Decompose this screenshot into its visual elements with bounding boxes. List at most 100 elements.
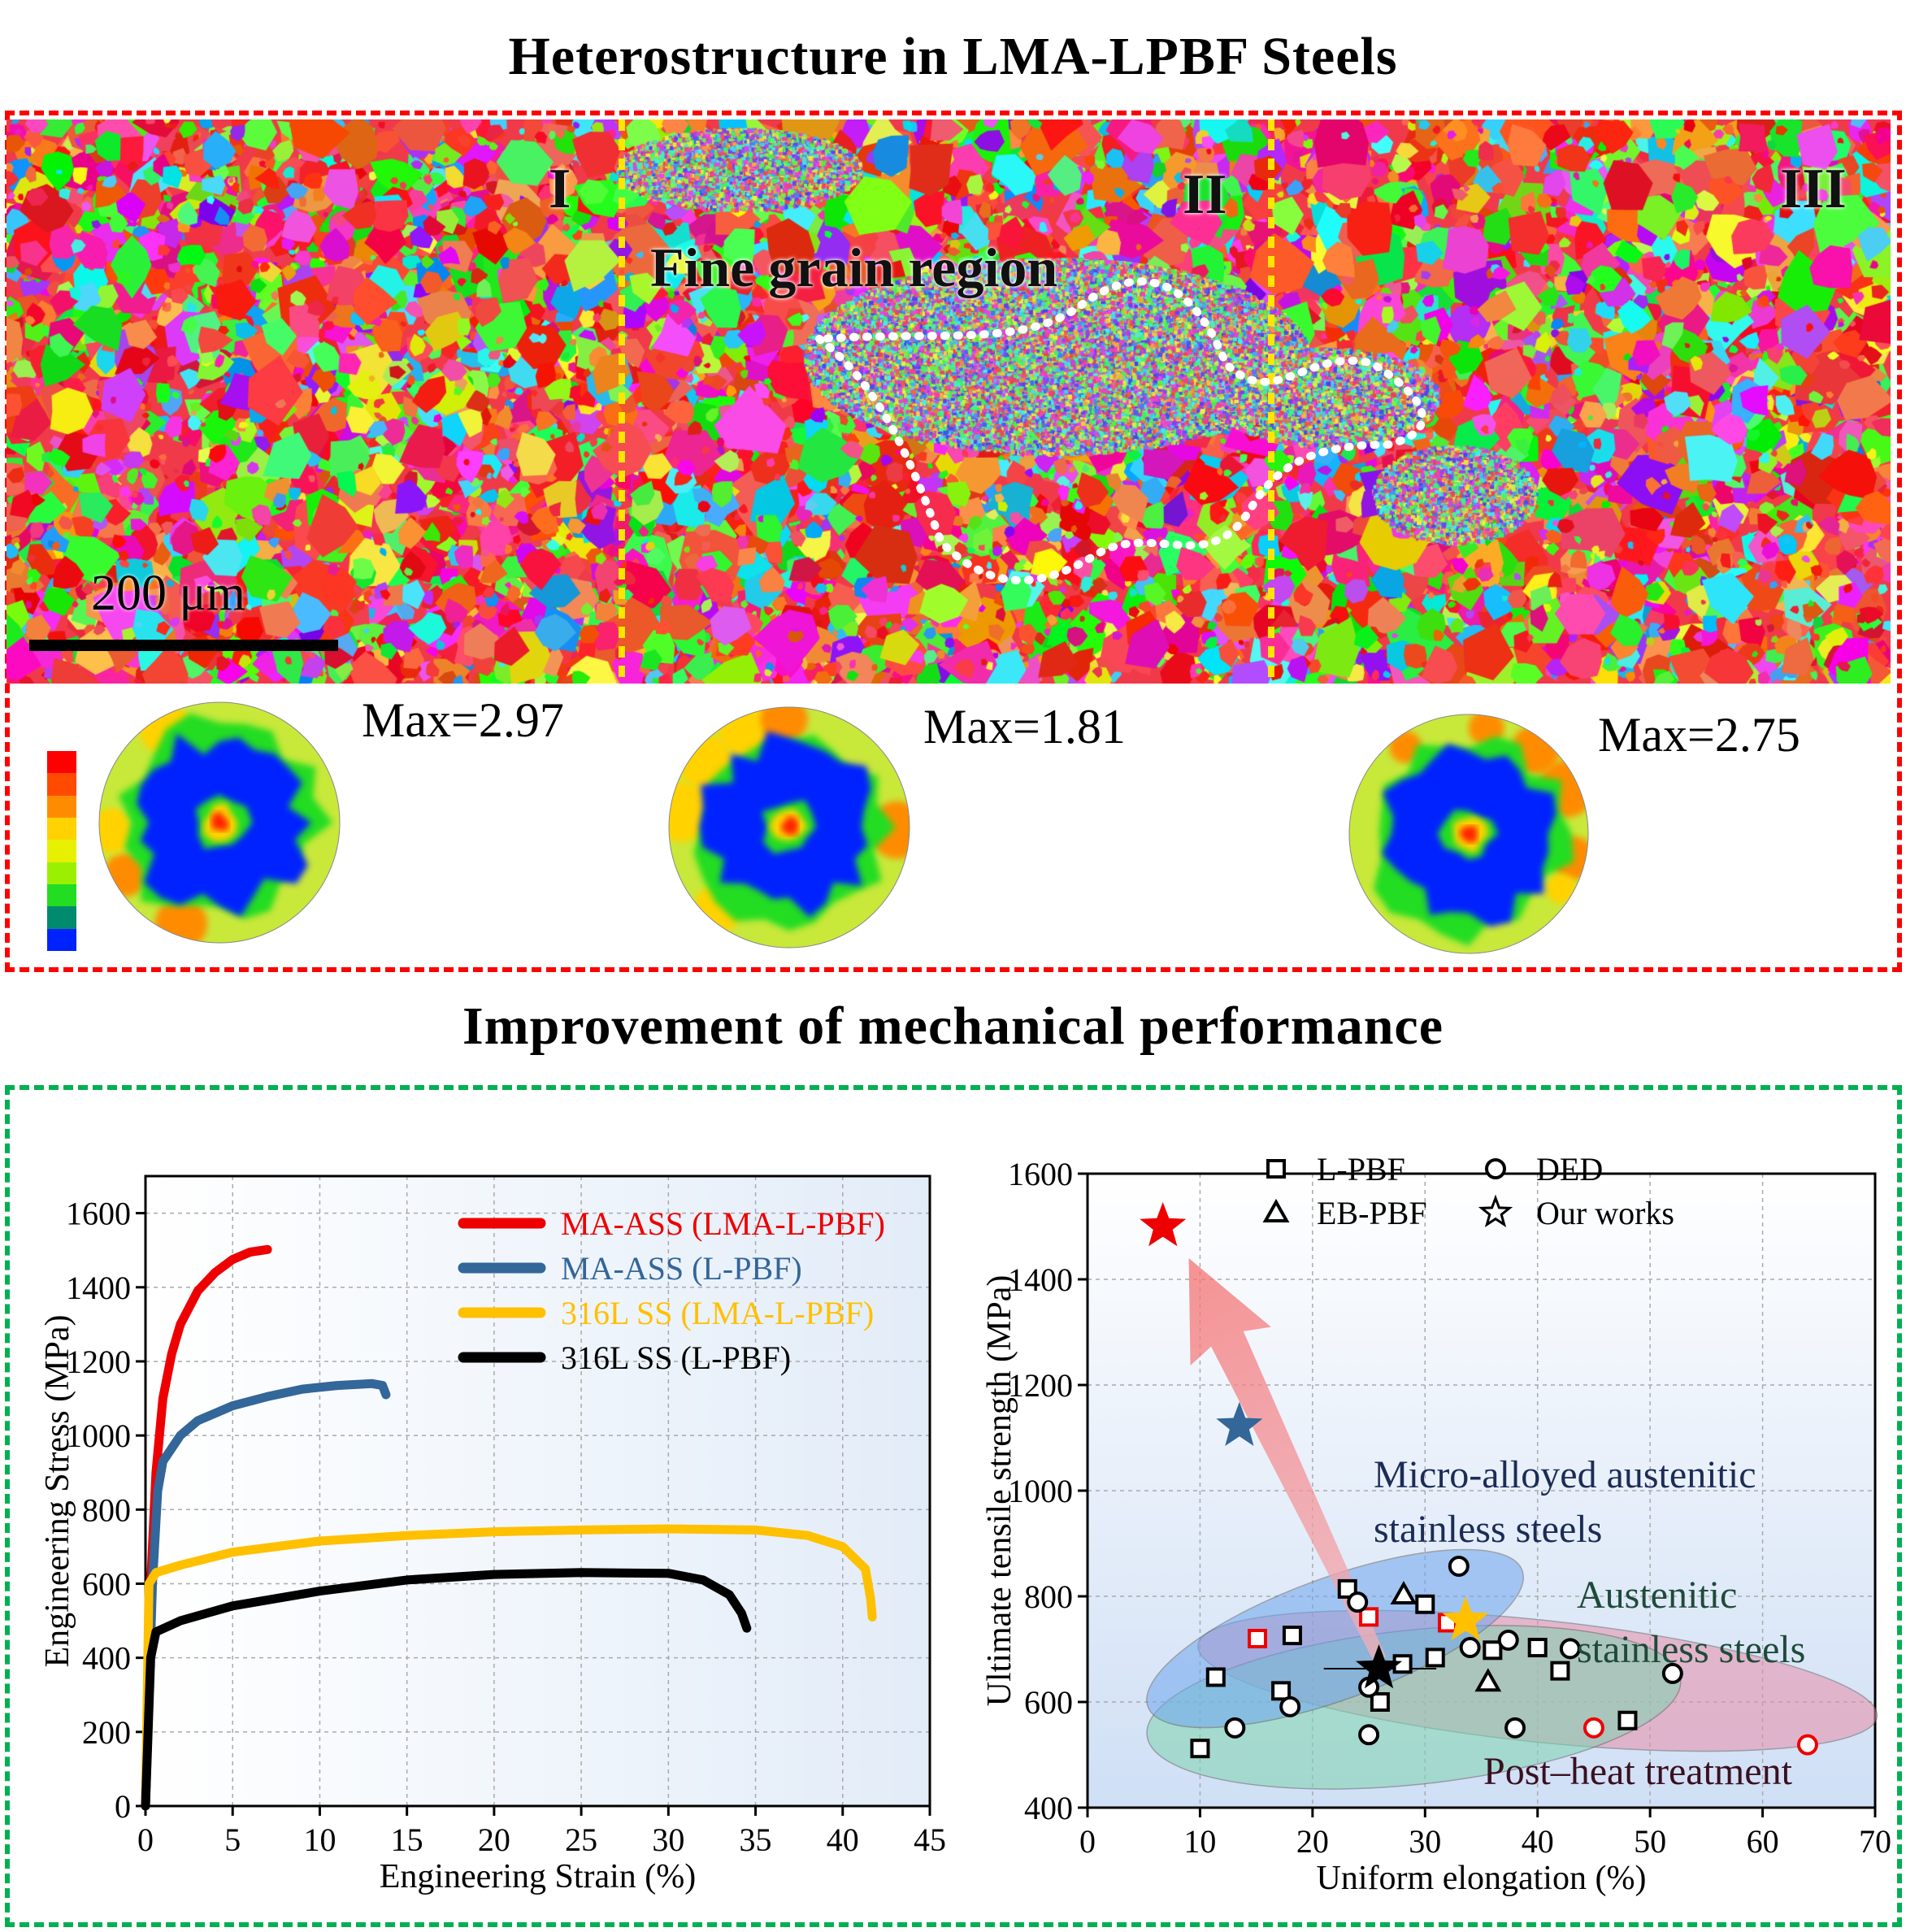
pole-outline (668, 706, 910, 949)
y-tick-label: 1400 (66, 1270, 131, 1306)
pole-figure-2 (668, 706, 910, 949)
data-point-circle (1224, 1717, 1246, 1739)
pole-center-red (211, 811, 229, 831)
x-axis-label: Engineering Strain (%) (380, 1858, 697, 1895)
plot-frame (1086, 1172, 1877, 1809)
x-tick-label: 60 (1747, 1823, 1779, 1860)
data-point-circle (1448, 1555, 1470, 1577)
plot-background (145, 1176, 930, 1806)
legend-label-circle: DED (1536, 1151, 1603, 1187)
improvement-arrow (1188, 1257, 1387, 1663)
y-tick-label: 600 (1024, 1684, 1073, 1721)
data-point-square (1550, 1661, 1570, 1681)
legend-label-0: MA-ASS (LMA-L-PBF) (561, 1205, 885, 1242)
data-point-square (1282, 1626, 1302, 1646)
region-label-austenitic-1: Austenitic (1577, 1574, 1737, 1617)
x-tick-label: 40 (827, 1821, 859, 1858)
pole-center-red (780, 815, 799, 836)
data-point-square (1527, 1638, 1548, 1658)
pole-max-2: Max=1.81 (923, 700, 1126, 753)
data-point-square (1617, 1710, 1638, 1730)
arrow-shape (1188, 1257, 1387, 1663)
y-tick-label: 1200 (1008, 1367, 1073, 1404)
legend-marker-triangle (1262, 1198, 1290, 1222)
y-axis-label: Ultimate tensile strength (MPa) (981, 1275, 1018, 1707)
data-point-circle (1358, 1724, 1380, 1746)
legend-marker-star (1478, 1194, 1513, 1228)
data-point-circle (1559, 1638, 1581, 1660)
x-tick-label: 0 (137, 1821, 154, 1858)
y-tick-label: 400 (82, 1640, 131, 1677)
star-point-1 (1216, 1401, 1263, 1446)
x-tick-label: 10 (1183, 1823, 1216, 1860)
legend-label-star: Our works (1536, 1195, 1674, 1231)
pole-max-3: Max=2.75 (1598, 708, 1800, 762)
x-tick-label: 50 (1634, 1823, 1666, 1860)
x-axis-label: Uniform elongation (%) (1317, 1860, 1647, 1897)
scale-bar-label: 200 μm (91, 566, 245, 621)
x-tick-label: 25 (565, 1821, 597, 1858)
legend-label-square: L-PBF (1317, 1151, 1405, 1187)
x-tick-label: 10 (303, 1821, 336, 1858)
legend-marker-circle (1485, 1158, 1506, 1179)
x-tick-label: 70 (1859, 1823, 1891, 1860)
y-tick-label: 400 (1024, 1790, 1073, 1826)
legend-label-1: MA-ASS (L-PBF) (561, 1250, 802, 1287)
legend-label-triangle: EB-PBF (1317, 1195, 1427, 1231)
y-tick-label: 1600 (66, 1196, 131, 1232)
data-point-square (1190, 1739, 1210, 1759)
y-tick-label: 1600 (1008, 1156, 1073, 1192)
pole-hotspot (669, 781, 713, 843)
star-point-2 (1442, 1596, 1489, 1641)
pole-hotspot (1389, 731, 1422, 763)
y-axis-label: Engineering Stress (MPa) (39, 1315, 76, 1668)
color-scale-bar (47, 751, 76, 951)
legend-label-2: 316L SS (LMA-L-PBF) (561, 1295, 874, 1331)
series-line-3 (141, 1568, 752, 1811)
x-tick-label: 40 (1522, 1823, 1554, 1860)
data-point-triangle (1390, 1580, 1418, 1605)
pole-content (1349, 714, 1588, 953)
colorbar-step-6 (47, 884, 76, 907)
data-point-circle (1661, 1662, 1683, 1684)
star-point-3 (1356, 1644, 1403, 1689)
x-tick-label: 45 (914, 1821, 946, 1858)
legend-label-3: 316L SS (L-PBF) (561, 1339, 791, 1376)
region-label-3: III (1780, 158, 1847, 220)
legend-marker-square (1266, 1159, 1286, 1179)
y-tick-label: 600 (82, 1565, 131, 1602)
data-point-circle (1279, 1695, 1301, 1717)
region-label-1: I (549, 158, 571, 220)
top-title: Heterostructure in LMA-LPBF Steels (508, 27, 1398, 86)
colorbar-step-1 (47, 773, 76, 796)
pole-figure-1 (98, 701, 341, 944)
x-tick-label: 35 (740, 1821, 772, 1858)
pole-hotspot (1546, 874, 1577, 904)
x-tick-label: 0 (1079, 1823, 1096, 1860)
y-tick-label: 0 (115, 1788, 131, 1825)
region-label-post-heat: Post–heat treatment (1483, 1750, 1793, 1793)
y-tick-label: 800 (82, 1491, 131, 1528)
data-point-circle (1497, 1629, 1519, 1651)
x-tick-label: 30 (652, 1821, 684, 1858)
data-point-square (1415, 1594, 1435, 1614)
pole-hotspot (99, 808, 127, 840)
colorbar-step-2 (47, 795, 76, 818)
x-tick-label: 20 (1296, 1823, 1329, 1860)
data-point-square (1271, 1681, 1292, 1701)
uts-elongation-chart: 0 10 20 30 40 50 60 70 400 600 800 1000 1200 1400 1600… (981, 1151, 1891, 1897)
bottom-title: Improvement of mechanical performance (462, 996, 1444, 1056)
region-label-micro-alloyed-1: Micro-alloyed austenitic (1374, 1453, 1756, 1496)
x-tick-label: 15 (391, 1821, 423, 1858)
y-tick-label: 1000 (66, 1418, 131, 1454)
region-label-2: II (1183, 163, 1227, 226)
data-point-square (1370, 1692, 1390, 1712)
x-tick-label: 30 (1409, 1823, 1441, 1860)
pole-figures (98, 701, 1589, 954)
data-point-square (1205, 1667, 1226, 1687)
y-tick-label: 1200 (66, 1344, 131, 1380)
pole-max-1: Max=2.97 (362, 693, 564, 747)
x-tick-label: 20 (478, 1821, 510, 1858)
data-point-circle (1347, 1591, 1369, 1613)
mechanical-panel (5, 1085, 1902, 1927)
